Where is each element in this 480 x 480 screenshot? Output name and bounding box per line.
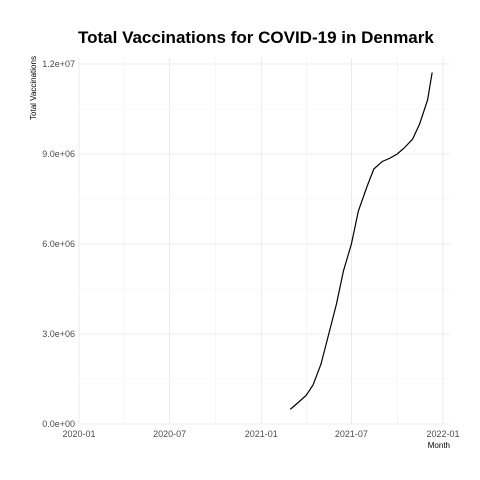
y-tick-label: 0.0e+00 xyxy=(42,419,75,429)
x-tick-label: 2020-07 xyxy=(153,429,186,439)
y-tick-label: 1.2e+07 xyxy=(42,59,75,69)
chart-title: Total Vaccinations for COVID-19 in Denma… xyxy=(78,28,434,47)
x-tick-label: 2022-01 xyxy=(427,429,460,439)
series-line xyxy=(290,72,433,410)
x-axis-ticks: 2020-01 2020-07 2021-01 2021-07 2022-01 xyxy=(62,429,459,439)
y-axis-label: Total Vaccinations xyxy=(29,56,38,120)
series-layer xyxy=(290,72,433,410)
y-tick-label: 3.0e+06 xyxy=(42,329,75,339)
y-axis-ticks: 0.0e+00 3.0e+06 6.0e+06 9.0e+06 1.2e+07 xyxy=(42,59,75,429)
x-axis-label: Month xyxy=(428,441,450,450)
x-tick-label: 2020-01 xyxy=(62,429,95,439)
x-tick-label: 2021-07 xyxy=(335,429,368,439)
y-tick-label: 6.0e+06 xyxy=(42,239,75,249)
x-tick-label: 2021-01 xyxy=(245,429,278,439)
y-tick-label: 9.0e+06 xyxy=(42,149,75,159)
grid xyxy=(78,58,450,425)
